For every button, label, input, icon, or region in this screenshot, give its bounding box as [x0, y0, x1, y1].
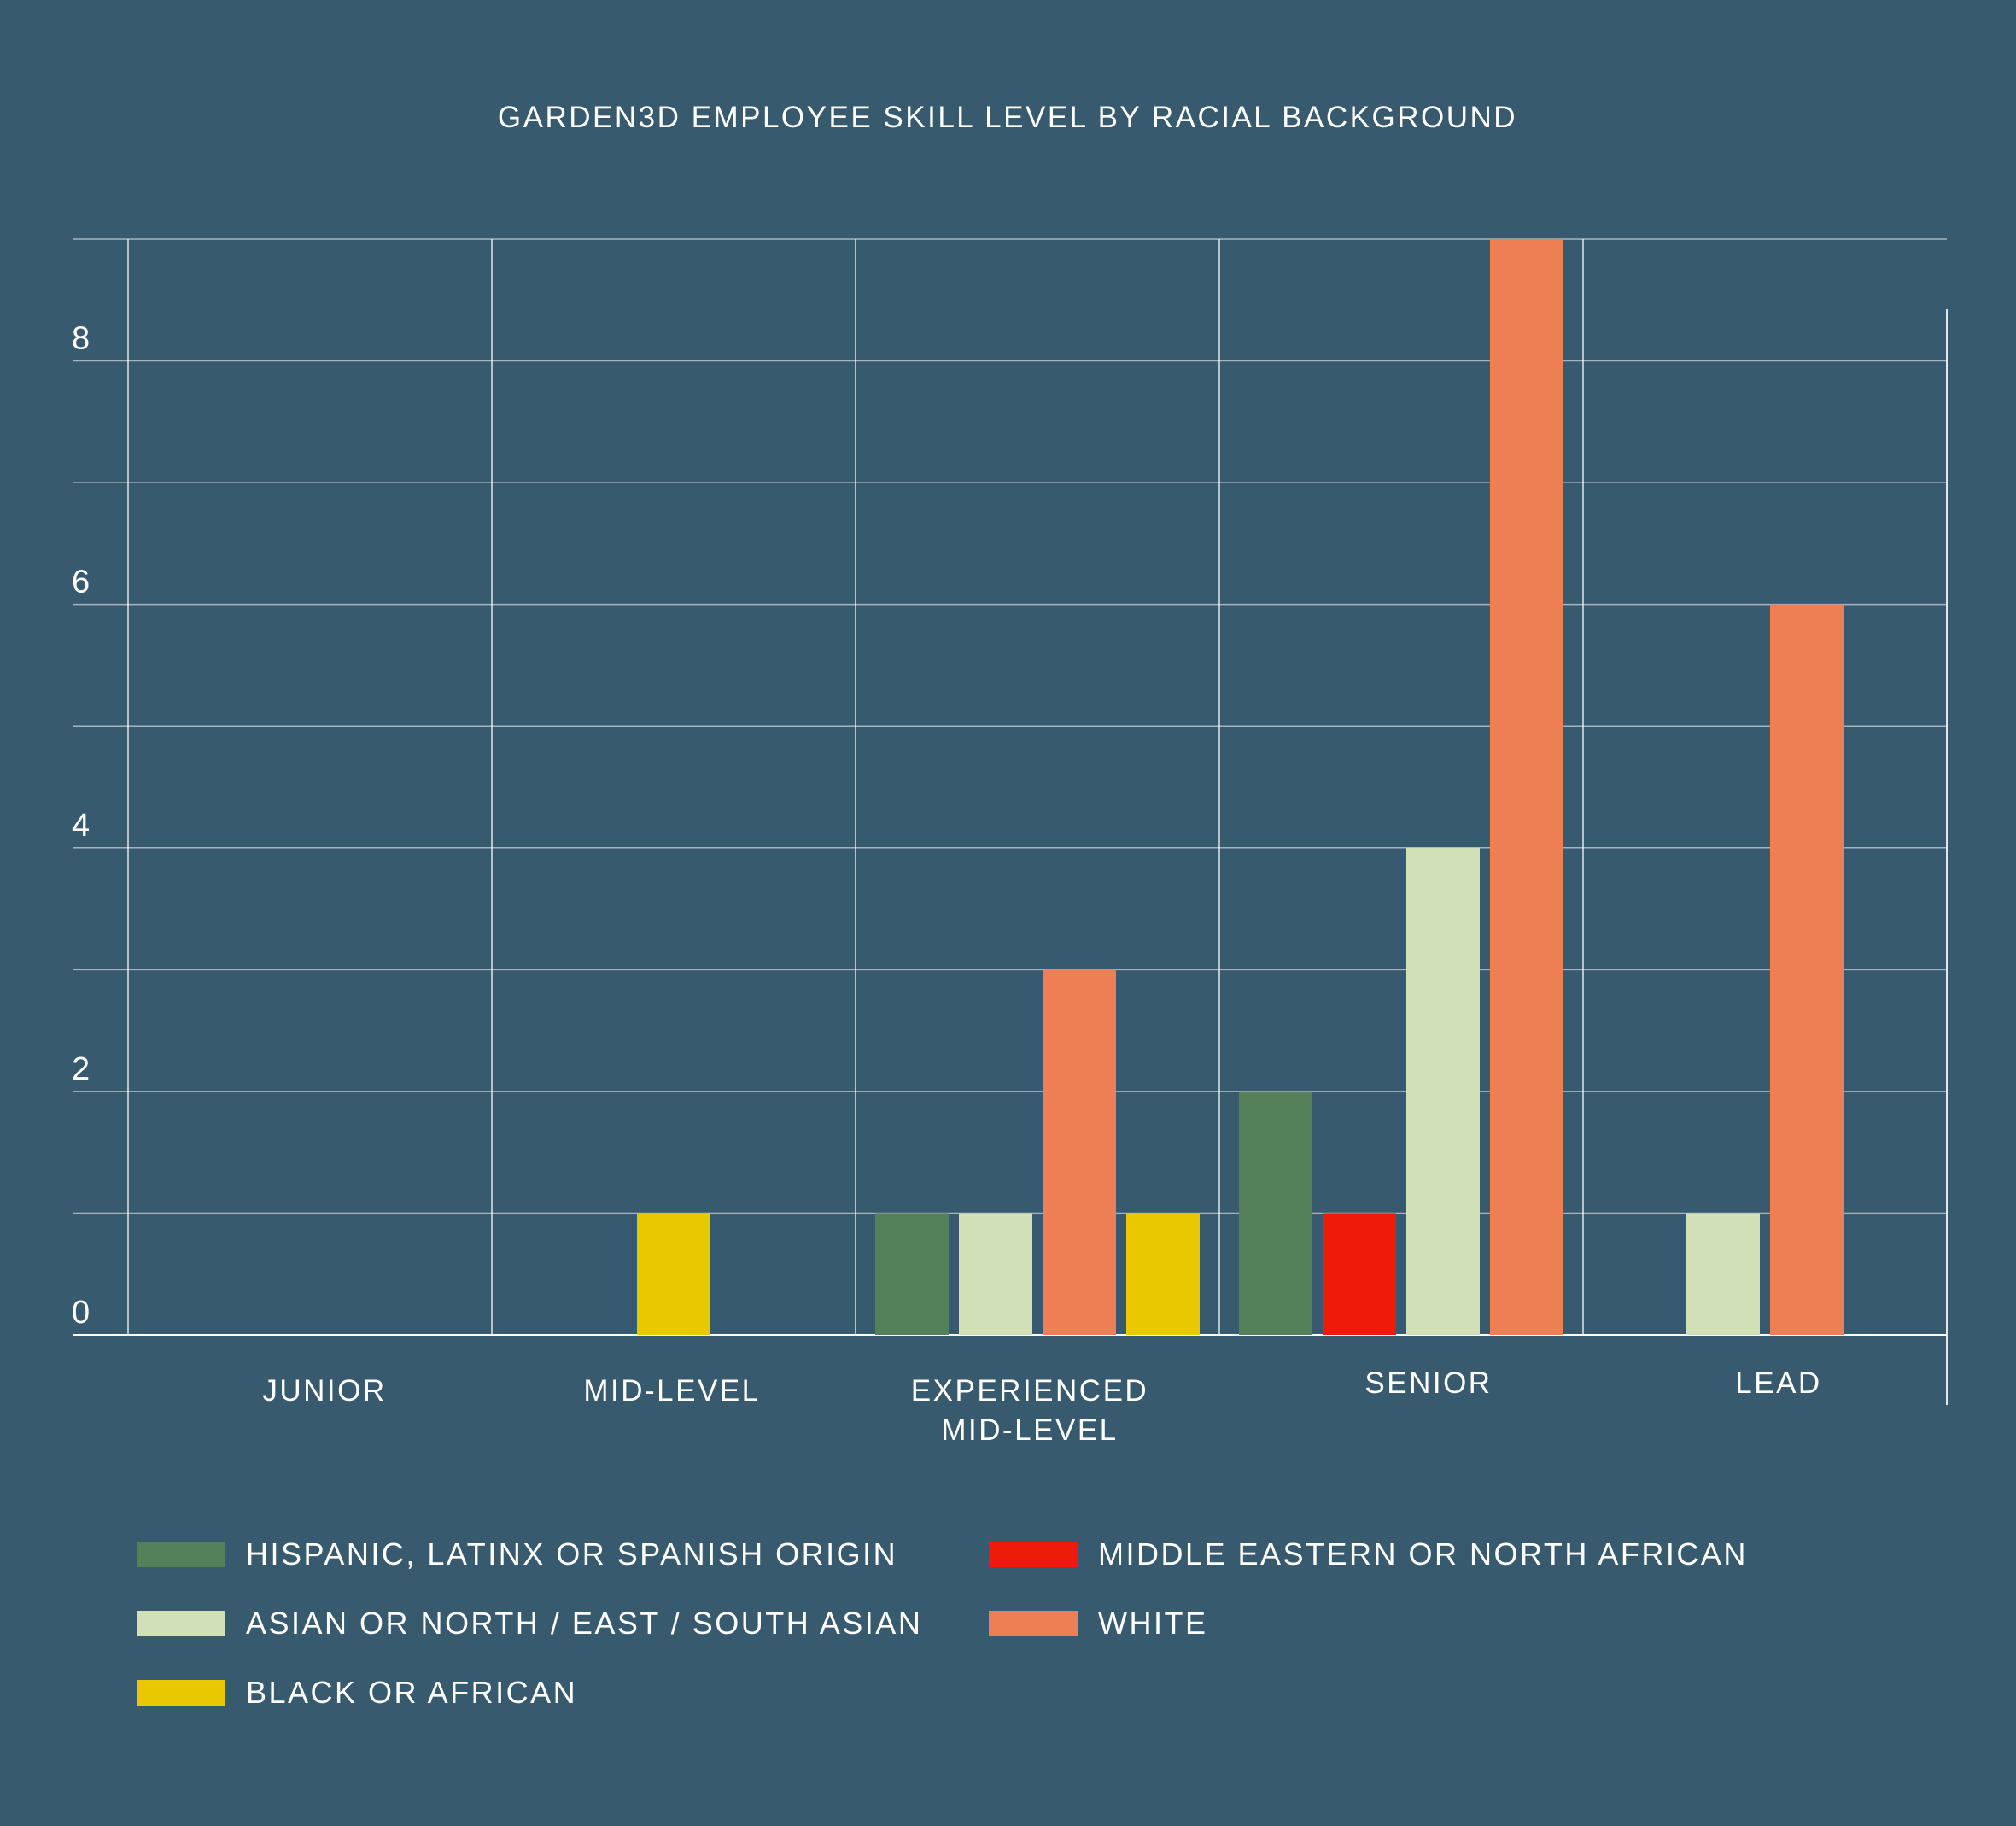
y-tick-label: 8 [72, 321, 90, 357]
legend-item-black: BLACK OR AFRICAN [137, 1675, 578, 1710]
legend-label-middle-eastern: MIDDLE EASTERN OR NORTH AFRICAN [1098, 1536, 1748, 1571]
x-axis-labels: JUNIOR MID-LEVEL EXPERIENCED MID-LEVEL SENIO… [262, 1367, 1821, 1447]
x-tick-label: EXPERIENCED [911, 1374, 1148, 1408]
legend: HISPANIC, LATINX OR SPANISH ORIGIN MIDDL… [137, 1536, 1759, 1742]
bar [1490, 239, 1563, 1335]
bar [637, 1213, 710, 1335]
x-tick-label: MID-LEVEL [583, 1374, 760, 1408]
bar [875, 1213, 949, 1335]
y-tick-label: 6 [72, 565, 90, 600]
legend-label-asian: ASIAN OR NORTH / EAST / SOUTH ASIAN [246, 1606, 923, 1641]
legend-item-white: WHITE [989, 1606, 1208, 1641]
bars [637, 239, 1844, 1335]
legend-item-hispanic: HISPANIC, LATINX OR SPANISH ORIGIN [137, 1536, 898, 1571]
y-tick-label: 4 [72, 808, 90, 844]
legend-item-middle-eastern: MIDDLE EASTERN OR NORTH AFRICAN [989, 1536, 1748, 1571]
bar [1126, 1213, 1200, 1335]
y-axis-ticks: 0 2 4 6 8 [72, 321, 90, 1331]
y-tick-label: 0 [72, 1295, 90, 1331]
legend-swatch-white [989, 1611, 1078, 1636]
bar-chart: GARDEN3D EMPLOYEE SKILL LEVEL BY RACIAL … [72, 101, 1948, 1447]
legend-swatch-middle-eastern [989, 1542, 1078, 1567]
bar [959, 1213, 1032, 1335]
legend-item-asian: ASIAN OR NORTH / EAST / SOUTH ASIAN [137, 1606, 923, 1641]
legend-label-hispanic: HISPANIC, LATINX OR SPANISH ORIGIN [246, 1536, 898, 1571]
chart-title: GARDEN3D EMPLOYEE SKILL LEVEL BY RACIAL … [498, 101, 1517, 134]
bar [1239, 1091, 1312, 1335]
x-tick-label: JUNIOR [262, 1374, 386, 1408]
bar [1043, 969, 1116, 1335]
chart-grid [73, 238, 1948, 1405]
bar [1686, 1213, 1760, 1335]
x-tick-label: MID-LEVEL [941, 1413, 1118, 1447]
x-tick-label: LEAD [1735, 1367, 1821, 1400]
legend-label-black: BLACK OR AFRICAN [246, 1675, 578, 1710]
legend-label-white: WHITE [1098, 1606, 1208, 1641]
bar [1406, 847, 1480, 1335]
legend-swatch-hispanic [137, 1542, 225, 1567]
bar [1770, 604, 1844, 1335]
x-tick-label: SENIOR [1364, 1367, 1492, 1400]
legend-swatch-black [137, 1680, 225, 1706]
legend-swatch-asian [137, 1611, 225, 1636]
bar [1323, 1213, 1396, 1335]
y-tick-label: 2 [72, 1051, 90, 1087]
